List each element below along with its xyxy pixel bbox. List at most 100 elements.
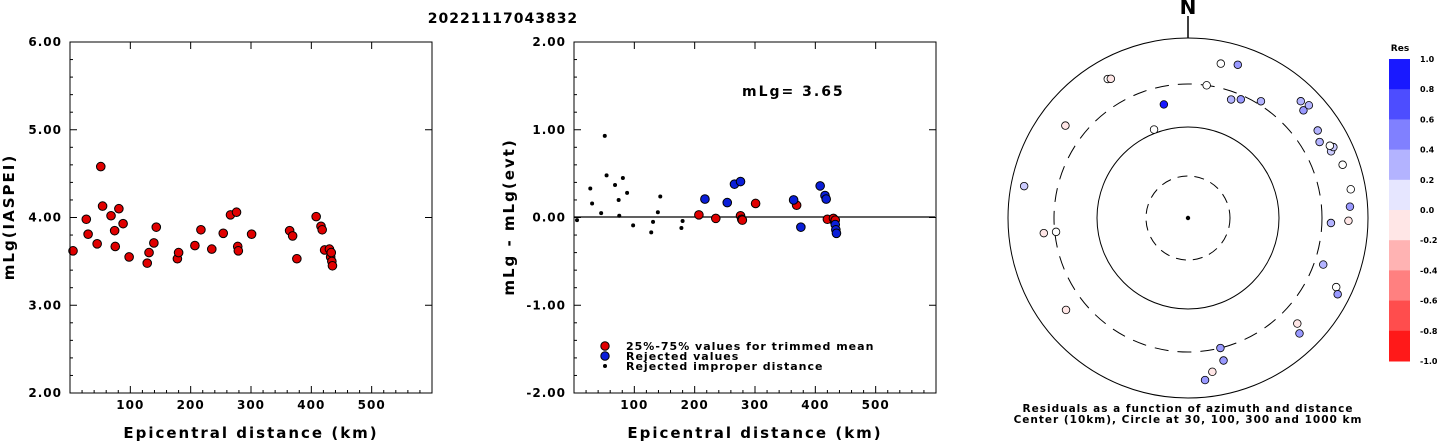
station-point (1295, 329, 1304, 338)
magnitude-ytick-label: 3.00 (28, 298, 62, 312)
magnitude-point (327, 260, 338, 271)
magnitude-xtick-label: 500 (358, 398, 386, 412)
colorbar-ticks: 1.0 0.8 0.6 0.4 0.2 0.0 -0.2 -0.4 -0.6 -0.8 -1.0 (1420, 55, 1437, 366)
magnitude-ytick-label: 6.00 (28, 35, 62, 49)
trimmed-mean-point (737, 215, 748, 225)
magnitude-ytick-label: 4.00 (28, 211, 62, 225)
azimuth-caption-line-2: Center (10km), Circle at 30, 100, 300 an… (1014, 414, 1363, 426)
residual-ytick-label: 2.00 (532, 35, 566, 49)
station-point (1019, 181, 1029, 191)
improper-distance-point (620, 176, 625, 181)
magnitude-point (124, 252, 134, 262)
magnitude-ytick-label: 5.00 (28, 123, 62, 137)
residual-xtick-label: 200 (681, 398, 709, 412)
improper-distance-point (651, 219, 656, 224)
magnitude-point (196, 224, 206, 235)
figure-title: 20221117043832 (428, 11, 578, 27)
improper-distance-point (599, 211, 604, 216)
magnitude-point (206, 244, 217, 254)
rejected-point (821, 194, 831, 204)
station-point (1338, 160, 1347, 169)
residual-points (575, 133, 842, 239)
magnitude-point (81, 214, 92, 225)
magnitude-point (118, 218, 128, 229)
azimuth-panel: N Residuals as a function of azimuth and… (1007, 0, 1369, 426)
station-point (1315, 137, 1324, 147)
trimmed-mean-point (710, 213, 721, 224)
colorbar-cell (1389, 149, 1410, 181)
colorbar-tick-label: -0.6 (1420, 297, 1437, 306)
colorbar-tick-label: 0.4 (1420, 146, 1435, 155)
colorbar-cell (1389, 240, 1410, 271)
station-point (1304, 101, 1314, 110)
magnitude-xlabel: Epicentral distance (km) (123, 424, 378, 441)
station-point (1299, 106, 1308, 115)
improper-distance-point (680, 219, 685, 224)
colorbar-cell (1389, 210, 1410, 241)
colorbar-cell (1389, 89, 1410, 120)
azimuth-caption-line-1: Residuals as a function of azimuth and d… (1023, 403, 1354, 415)
colorbar-cell (1389, 270, 1410, 302)
station-point (1216, 343, 1225, 353)
improper-distance-point (625, 190, 630, 195)
station-point (1226, 95, 1236, 104)
station-point (1326, 218, 1336, 228)
magnitude-point (144, 247, 154, 258)
residual-ytick-label: 0.00 (532, 211, 566, 225)
magnitude-point (326, 247, 337, 258)
magnitude-point (218, 228, 229, 239)
magnitude-point (151, 222, 162, 232)
magnitude-point (311, 211, 321, 222)
station-point (1293, 319, 1302, 328)
magnitude-point (233, 246, 244, 256)
legend-label-rejected-values: Rejected values (626, 350, 739, 363)
magnitude-ytick-label: 2.00 (28, 386, 62, 400)
colorbar-tick-label: -0.2 (1420, 236, 1437, 245)
magnitude-point (231, 207, 242, 218)
station-point (1325, 141, 1335, 150)
station-point (1061, 121, 1070, 130)
station-point (1202, 81, 1211, 90)
residual-xtick-label: 400 (801, 398, 829, 412)
residual-ytick-label: 1.00 (532, 123, 566, 137)
station-point (1346, 185, 1355, 194)
station-point (1344, 216, 1353, 226)
magnitude-xtick-label: 100 (116, 398, 144, 412)
magnitude-plot-frame (69, 41, 433, 394)
magnitude-point (292, 253, 302, 264)
station-point (1332, 282, 1341, 292)
rejected-point (815, 181, 825, 191)
magnitude-xtick-label: 200 (177, 398, 205, 412)
north-label: N (1180, 0, 1197, 19)
magnitude-point (83, 229, 93, 239)
legend-label-trimmed-mean: 25%-75% values for trimmed mean (626, 340, 874, 353)
magnitude-point (114, 203, 124, 214)
improper-distance-point (604, 173, 609, 178)
event-magnitude-annotation: mLg= 3.65 (742, 84, 845, 100)
station-point (1200, 375, 1210, 385)
ring-1000km (1007, 37, 1369, 399)
colorbar-tick-label: 0.2 (1420, 176, 1434, 185)
colorbar-cell (1389, 59, 1410, 90)
magnitude-point (97, 201, 108, 211)
station-point (1149, 125, 1159, 134)
colorbar-cell (1389, 179, 1410, 211)
colorbar-tick-label: 0.6 (1420, 115, 1435, 124)
station-point (1345, 202, 1355, 211)
magnitude-point (142, 258, 153, 268)
improper-distance-point (590, 201, 595, 206)
colorbar-tick-label: 0.0 (1420, 206, 1435, 215)
station-points (1019, 59, 1355, 385)
station-point (1319, 260, 1328, 269)
ring-30km (1145, 175, 1231, 261)
station-point (1159, 100, 1169, 109)
residual-legend: 25%-75% values for trimmed mean Rejected… (600, 340, 874, 373)
colorbar-tick-label: 0.8 (1420, 85, 1435, 94)
rejected-point (700, 194, 710, 204)
trimmed-mean-point (694, 210, 704, 220)
magnitude-point (149, 238, 159, 248)
residual-ytick-label: -1.00 (526, 298, 566, 312)
station-point (1333, 290, 1342, 299)
rejected-point (788, 195, 799, 205)
